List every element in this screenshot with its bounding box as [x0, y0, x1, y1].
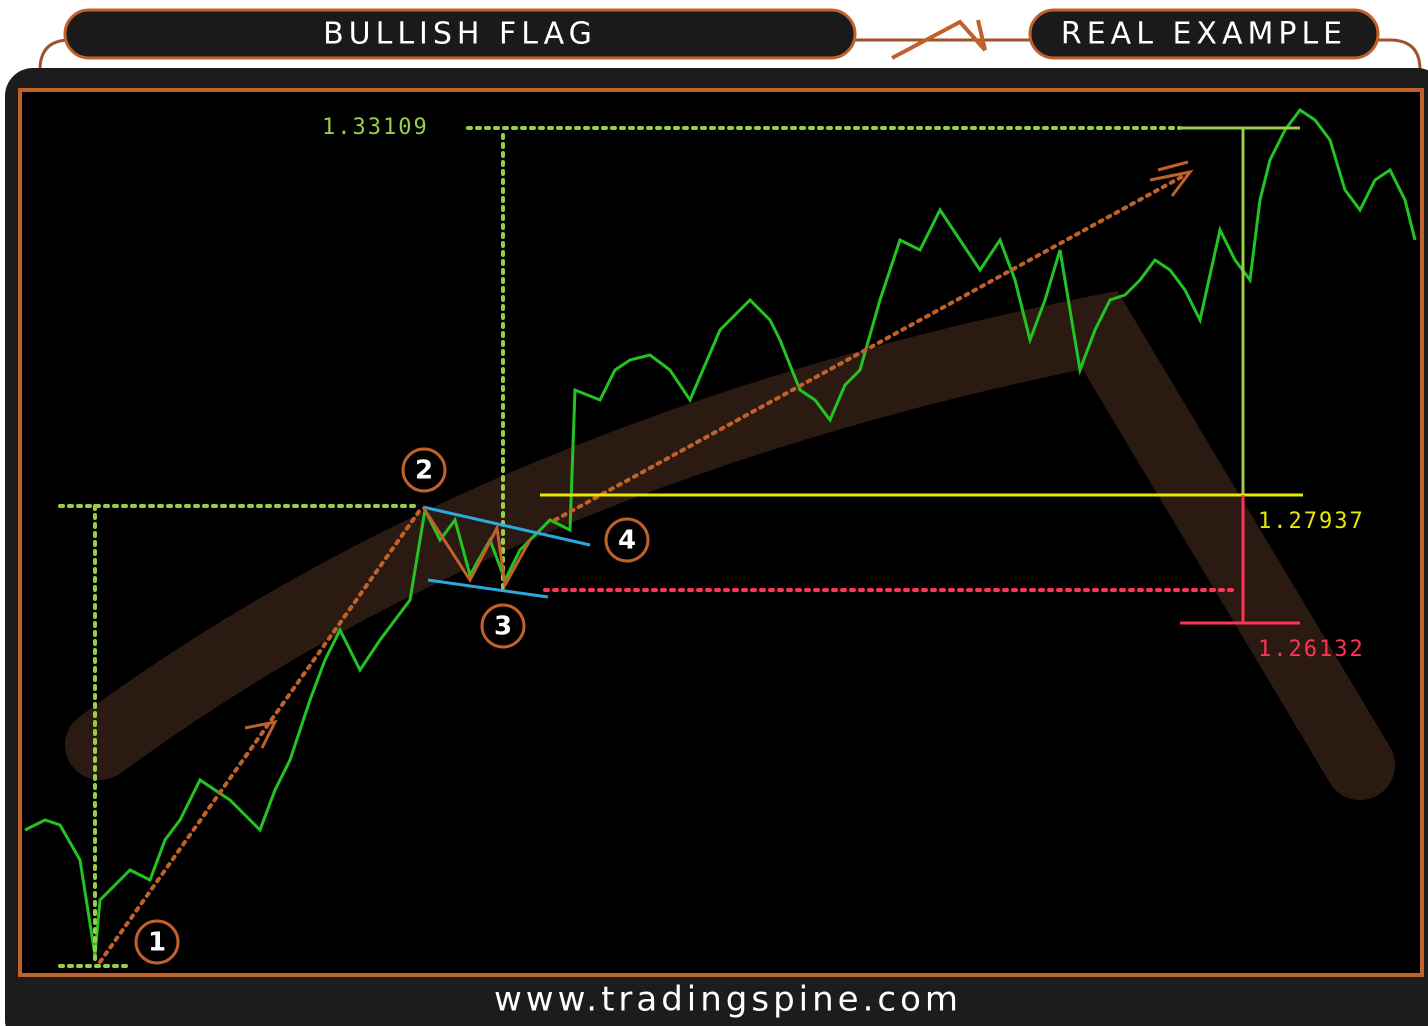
subtitle-pill: [1028, 8, 1380, 60]
point-label: 2: [415, 456, 433, 486]
guides: [58, 126, 1237, 968]
footer-url: www.tradingspine.com: [494, 980, 962, 1020]
watermark: [65, 290, 1395, 800]
point-label: 1: [148, 928, 166, 958]
subtitle: REAL EXAMPLE: [1061, 17, 1347, 52]
stop-level: 1.26132: [1258, 637, 1365, 662]
title: BULLISH FLAG: [323, 17, 597, 52]
point-label: 4: [618, 526, 636, 556]
point-label: 3: [494, 612, 512, 642]
target-level: 1.33109: [322, 115, 429, 140]
title-pill: [63, 8, 857, 60]
price-line: [24, 107, 1417, 956]
logo: [891, 19, 987, 60]
point-markers: [134, 447, 650, 965]
level-lines: [244, 126, 1303, 749]
breakout-level: 1.27937: [1258, 509, 1365, 534]
